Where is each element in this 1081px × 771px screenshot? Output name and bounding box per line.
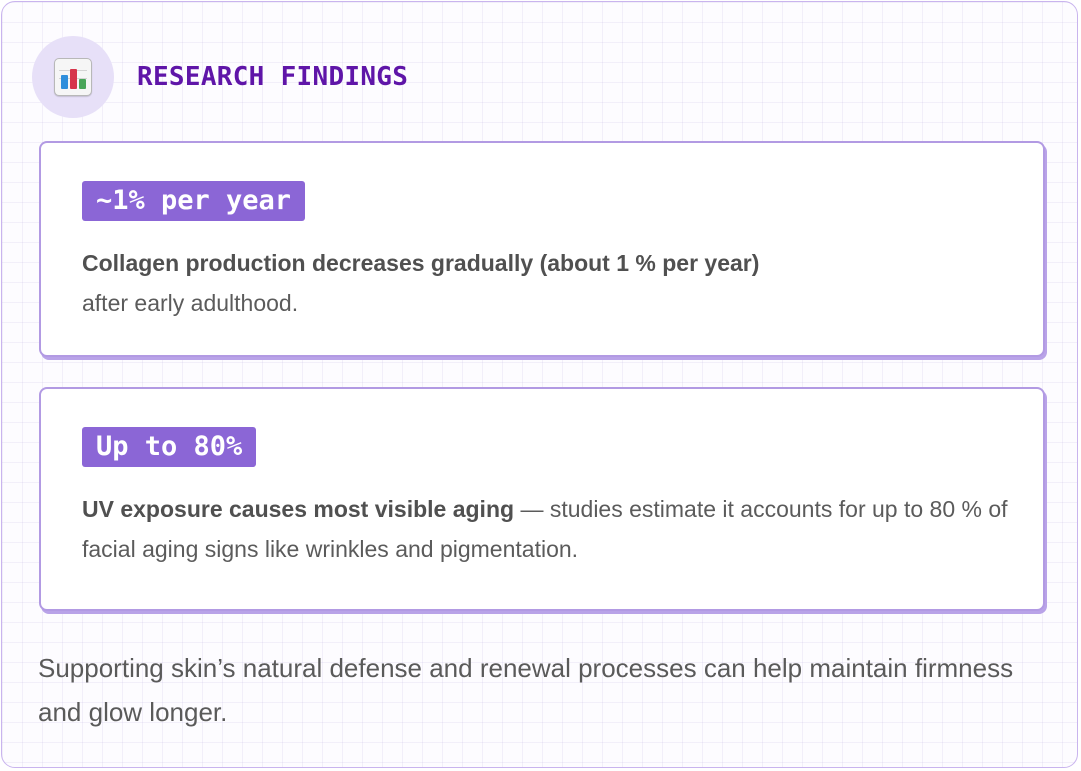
section-title: RESEARCH FINDINGS	[137, 62, 409, 92]
finding-text: UV exposure causes most visible aging — …	[82, 489, 1012, 569]
stat-badge: Up to 80%	[82, 427, 257, 467]
icon-circle	[32, 36, 114, 118]
finding-headline: UV exposure causes most visible aging	[82, 496, 515, 522]
finding-detail: — studies estimate it accounts for up to…	[82, 496, 1008, 562]
bar-chart-icon	[54, 58, 92, 96]
finding-card-collagen: ~1% per year Collagen production decreas…	[39, 141, 1045, 357]
stat-badge: ~1% per year	[82, 181, 306, 221]
finding-card-uv: Up to 80% UV exposure causes most visibl…	[39, 387, 1045, 611]
summary-text: Supporting skin’s natural defense and re…	[38, 653, 1014, 727]
finding-detail: after early adulthood.	[82, 290, 299, 316]
finding-headline: Collagen production decreases gradually …	[82, 250, 760, 276]
finding-text: Collagen production decreases gradually …	[82, 243, 1012, 323]
